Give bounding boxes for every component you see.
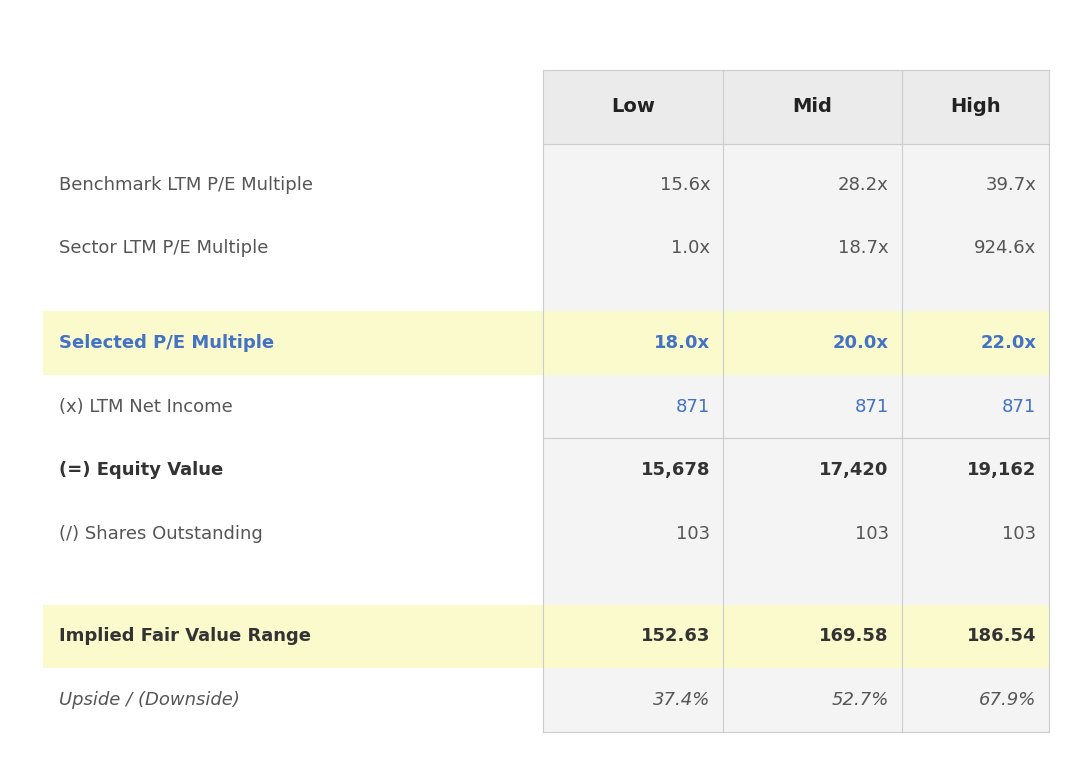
Text: 169.58: 169.58 <box>819 627 889 646</box>
Text: 15.6x: 15.6x <box>660 175 710 194</box>
Text: Implied Fair Value Range: Implied Fair Value Range <box>59 627 311 646</box>
Text: 20.0x: 20.0x <box>833 334 889 352</box>
Text: 924.6x: 924.6x <box>974 239 1036 258</box>
Bar <box>723 70 902 144</box>
Text: Mid: Mid <box>792 97 833 116</box>
Text: High: High <box>950 97 1001 116</box>
Text: (x) LTM Net Income: (x) LTM Net Income <box>59 397 232 416</box>
Text: 28.2x: 28.2x <box>838 175 889 194</box>
Text: 871: 871 <box>676 397 710 416</box>
Text: 17,420: 17,420 <box>820 461 889 480</box>
Text: 152.63: 152.63 <box>641 627 710 646</box>
Text: (=) Equity Value: (=) Equity Value <box>59 461 224 480</box>
Bar <box>43 311 1049 375</box>
Text: 103: 103 <box>854 525 889 543</box>
Text: Low: Low <box>611 97 655 116</box>
Text: 19,162: 19,162 <box>967 461 1036 480</box>
Text: 18.7x: 18.7x <box>838 239 889 258</box>
Text: 18.0x: 18.0x <box>654 334 710 352</box>
Bar <box>902 70 1049 144</box>
Text: Benchmark LTM P/E Multiple: Benchmark LTM P/E Multiple <box>59 175 313 194</box>
Text: 871: 871 <box>854 397 889 416</box>
Text: 39.7x: 39.7x <box>986 175 1036 194</box>
Text: 1.0x: 1.0x <box>671 239 710 258</box>
Text: Upside / (Downside): Upside / (Downside) <box>59 691 240 709</box>
Bar <box>43 605 1049 668</box>
Bar <box>543 70 723 144</box>
Text: 52.7%: 52.7% <box>832 691 889 709</box>
Text: 871: 871 <box>1002 397 1036 416</box>
Text: 67.9%: 67.9% <box>979 691 1036 709</box>
Text: 186.54: 186.54 <box>966 627 1036 646</box>
Text: (/) Shares Outstanding: (/) Shares Outstanding <box>59 525 263 543</box>
Bar <box>543 70 723 732</box>
Text: Sector LTM P/E Multiple: Sector LTM P/E Multiple <box>59 239 269 258</box>
Text: 37.4%: 37.4% <box>653 691 710 709</box>
Text: Selected P/E Multiple: Selected P/E Multiple <box>59 334 274 352</box>
Text: 22.0x: 22.0x <box>980 334 1036 352</box>
Text: 15,678: 15,678 <box>640 461 710 480</box>
Bar <box>723 70 902 732</box>
Text: 103: 103 <box>1002 525 1036 543</box>
Text: 103: 103 <box>676 525 710 543</box>
Bar <box>902 70 1049 732</box>
